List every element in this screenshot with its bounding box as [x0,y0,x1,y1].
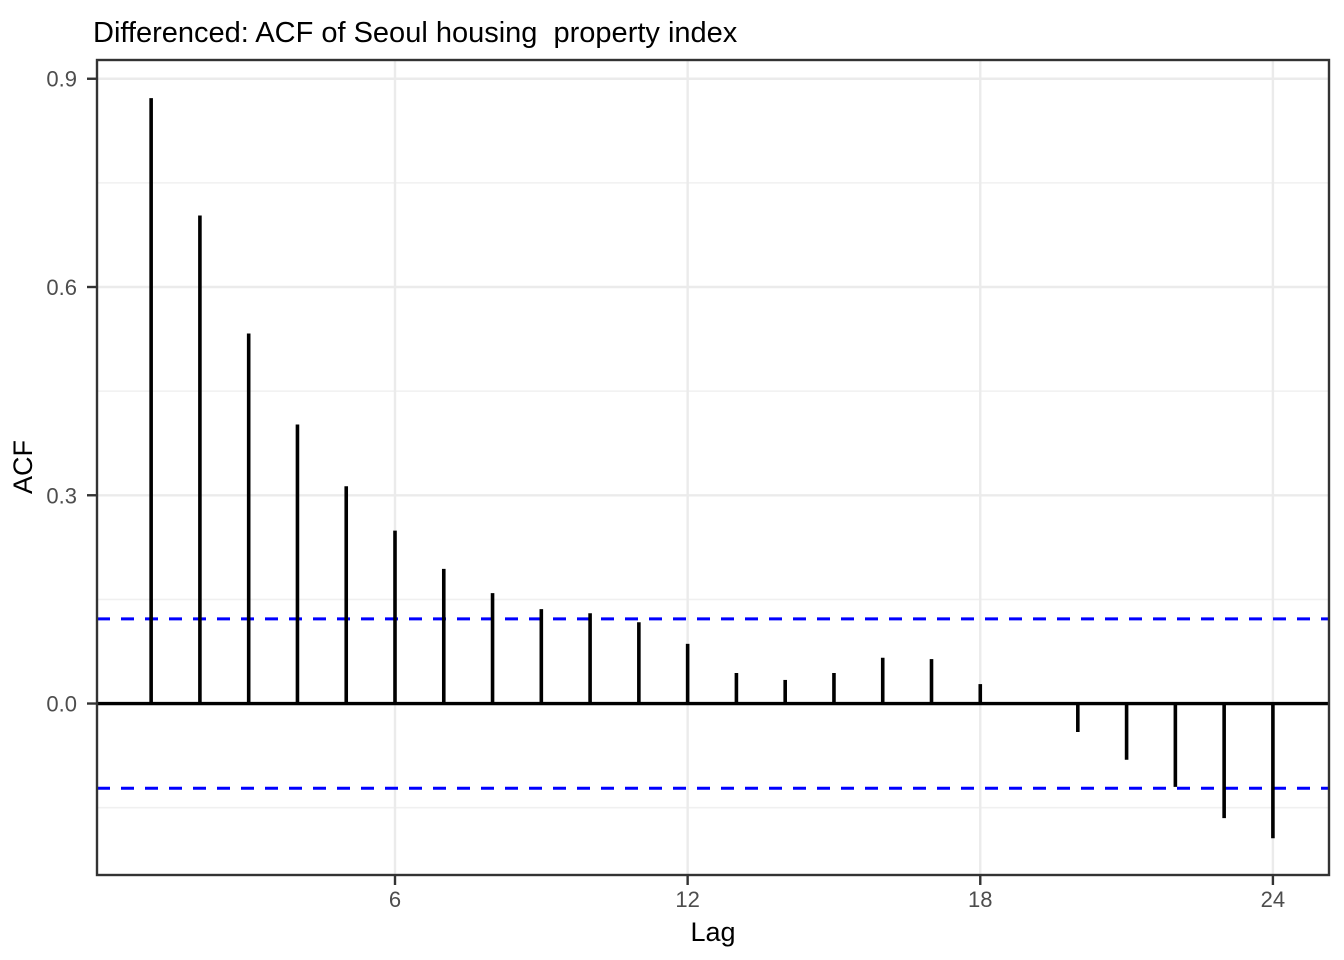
x-tick-label: 12 [675,887,699,912]
axis-ticks-layer [87,77,1275,885]
panel-border-layer [95,58,1331,877]
x-tick-label: 18 [968,887,992,912]
y-tick-label: 0.0 [46,692,77,717]
x-axis-title: Lag [690,917,735,947]
acf-stems-layer [149,98,1275,839]
plot-title: Differenced: ACF of Seoul housing proper… [93,17,738,49]
panel-border [95,58,1331,877]
tick-labels-layer: 0.0 0.3 0.6 0.9 6 12 18 24 [46,67,1285,912]
y-tick-label: 0.3 [46,483,77,508]
x-tick-label: 24 [1261,887,1285,912]
y-tick-label: 0.6 [46,275,77,300]
gridlines-minor-layer [97,182,1329,809]
y-tick-label: 0.9 [46,67,77,92]
x-tick-label: 6 [389,887,401,912]
y-axis-title: ACF [8,440,38,494]
